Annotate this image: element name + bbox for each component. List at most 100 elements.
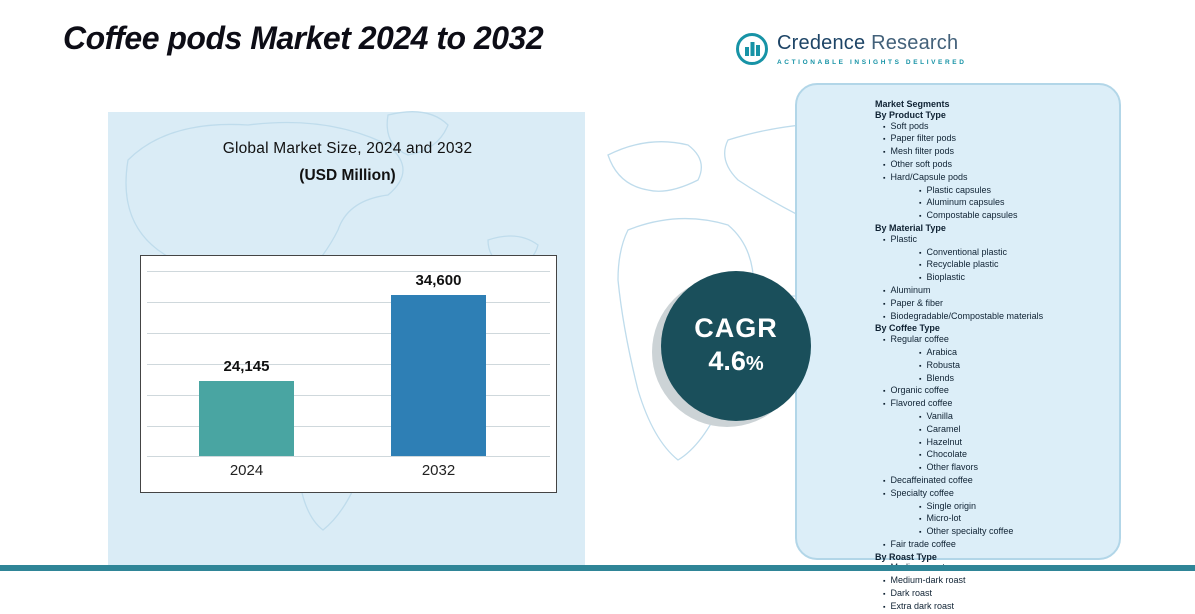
bullet-icon: ▪ xyxy=(919,249,922,257)
bullet-icon: ▪ xyxy=(883,591,886,599)
chart-title: Global Market Size, 2024 and 2032 xyxy=(222,140,473,157)
bullet-icon: ▪ xyxy=(919,262,922,270)
cagr-number: 4.6 xyxy=(708,345,746,376)
bullet-icon: ▪ xyxy=(883,388,886,396)
bullet-icon: ▪ xyxy=(919,375,922,383)
segment-item: ▪ Aluminum capsules xyxy=(875,197,1111,210)
x-axis-label-2032: 2032 xyxy=(421,462,456,479)
segment-item: ▪ Blends xyxy=(875,373,1111,386)
bullet-icon: ▪ xyxy=(919,426,922,434)
bullet-icon: ▪ xyxy=(883,174,886,182)
logo-chart-icon xyxy=(735,32,769,71)
segment-item: ▪ Aluminum xyxy=(875,285,1111,298)
bullet-icon: ▪ xyxy=(919,516,922,524)
segment-label: Aluminum capsules xyxy=(926,197,1005,208)
segment-item: ▪ Paper & fiber xyxy=(875,298,1111,311)
bar-2024 xyxy=(199,381,294,456)
segment-item: ▪ Robusta xyxy=(875,360,1111,373)
bullet-icon: ▪ xyxy=(883,401,886,409)
segment-label: Extra dark roast xyxy=(890,600,955,611)
segment-item: ▪ Paper filter pods xyxy=(875,133,1111,146)
segment-label: Mesh filter pods xyxy=(890,146,955,157)
segment-item: ▪ Compostable capsules xyxy=(875,210,1111,223)
segment-header: By Coffee Type xyxy=(875,323,1111,334)
bullet-icon: ▪ xyxy=(883,313,886,321)
bullet-icon: ▪ xyxy=(919,213,922,221)
segment-label: Bioplastic xyxy=(926,272,966,283)
segment-label: Paper filter pods xyxy=(890,133,957,144)
segment-item: ▪ Conventional plastic xyxy=(875,247,1111,260)
segment-item: ▪ Chocolate xyxy=(875,449,1111,462)
bullet-icon: ▪ xyxy=(883,541,886,549)
bar-2032 xyxy=(391,295,486,456)
bar-chart: 24,145 34,600 2024 2032 xyxy=(140,255,557,493)
segments-title: Market Segments xyxy=(875,99,950,109)
segment-item: ▪ Plastic capsules xyxy=(875,185,1111,198)
bullet-icon: ▪ xyxy=(883,300,886,308)
segment-item: ▪ Mesh filter pods xyxy=(875,146,1111,159)
segment-label: By Material Type xyxy=(875,222,946,233)
page-title: Coffee pods Market 2024 to 2032 xyxy=(63,20,544,56)
bottom-accent-bar xyxy=(0,565,1195,571)
bullet-icon: ▪ xyxy=(919,413,922,421)
bullet-icon: ▪ xyxy=(883,161,886,169)
bullet-icon: ▪ xyxy=(883,136,886,144)
segment-item: ▪ Regular coffee xyxy=(875,334,1111,347)
brand-name-primary: Credence xyxy=(777,32,866,54)
segment-item: ▪ Dark roast xyxy=(875,588,1111,601)
segment-item: ▪ Other specialty coffee xyxy=(875,526,1111,539)
logo-text: Credence Research Actionable Insights De… xyxy=(777,32,967,66)
segment-label: Blends xyxy=(926,372,955,383)
segment-label: Recyclable plastic xyxy=(926,259,999,270)
bullet-icon: ▪ xyxy=(919,362,922,370)
segment-item: ▪ Hazelnut xyxy=(875,437,1111,450)
bullet-icon: ▪ xyxy=(883,603,886,611)
segment-item: ▪ Fair trade coffee xyxy=(875,539,1111,552)
brand-name: Credence Research xyxy=(777,32,958,54)
segment-label: Regular coffee xyxy=(890,334,949,345)
segment-label: Hazelnut xyxy=(926,436,963,447)
segment-label: Micro-lot xyxy=(926,513,961,524)
bullet-icon: ▪ xyxy=(919,200,922,208)
x-axis-label-2024: 2024 xyxy=(229,462,264,479)
segment-label: Medium-dark roast xyxy=(890,575,966,586)
market-segments-panel: Market Segments By Product Type ▪ Soft pod… xyxy=(795,83,1121,611)
segment-item: ▪ Vanilla xyxy=(875,411,1111,424)
bullet-icon: ▪ xyxy=(883,149,886,157)
segment-item: ▪ Soft pods xyxy=(875,121,1111,134)
segment-item: ▪ Arabica xyxy=(875,347,1111,360)
segment-label: Paper & fiber xyxy=(890,297,944,308)
segment-label: Single origin xyxy=(926,500,977,511)
bar-group-2024: 24,145 xyxy=(199,256,294,456)
segment-label: Dark roast xyxy=(890,588,932,599)
gridline xyxy=(147,456,550,457)
segment-item: ▪ Caramel xyxy=(875,424,1111,437)
bullet-icon: ▪ xyxy=(883,477,886,485)
bullet-icon: ▪ xyxy=(883,578,886,586)
segment-label: Other flavors xyxy=(926,462,979,473)
segment-label: Fair trade coffee xyxy=(890,538,956,549)
segment-item: ▪ Hard/Capsule pods xyxy=(875,172,1111,185)
segment-label: Conventional plastic xyxy=(926,246,1008,257)
segment-item: ▪ Organic coffee xyxy=(875,385,1111,398)
segment-item: ▪ Other flavors xyxy=(875,462,1111,475)
bullet-icon: ▪ xyxy=(883,337,886,345)
segment-label: By Product Type xyxy=(875,109,946,120)
chart-subtitle: (USD Million) xyxy=(299,167,396,184)
credence-research-logo: Credence Research Actionable Insights De… xyxy=(735,32,967,71)
segment-label: Other soft pods xyxy=(890,158,953,169)
bullet-icon: ▪ xyxy=(883,123,886,131)
segment-label: Specialty coffee xyxy=(890,487,954,498)
segment-item: ▪ Recyclable plastic xyxy=(875,259,1111,272)
segment-item: ▪ Specialty coffee xyxy=(875,488,1111,501)
segment-label: Plastic xyxy=(890,233,917,244)
segment-label: Soft pods xyxy=(890,120,929,131)
bar-value-2032: 34,600 xyxy=(415,272,462,289)
segment-item: ▪ Medium-dark roast xyxy=(875,575,1111,588)
bullet-icon: ▪ xyxy=(883,287,886,295)
segment-header: By Material Type xyxy=(875,223,1111,234)
segment-item: ▪ Extra dark roast xyxy=(875,601,1111,614)
segment-item: ▪ Other soft pods xyxy=(875,159,1111,172)
segment-label: Biodegradable/Compostable materials xyxy=(890,310,1044,321)
cagr-label: CAGR xyxy=(694,312,778,343)
